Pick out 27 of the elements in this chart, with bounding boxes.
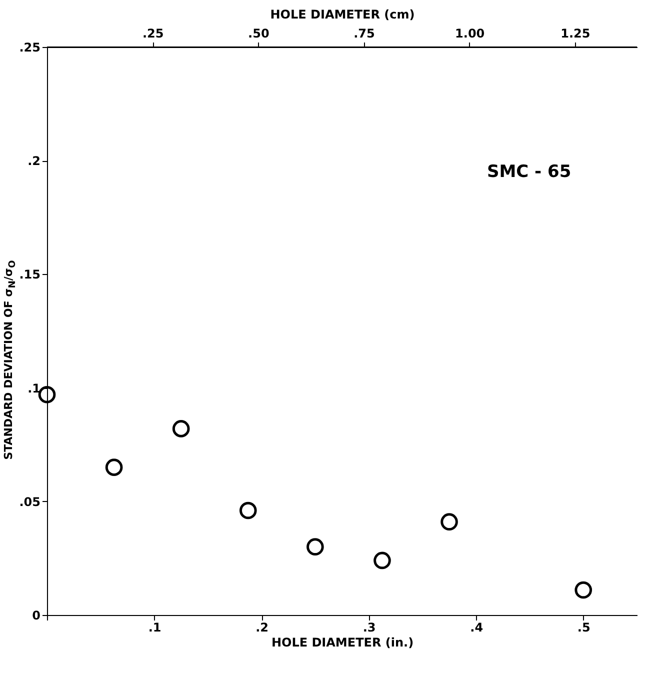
point: [105, 458, 123, 476]
point: [374, 552, 391, 570]
y-tick-label: .25: [19, 40, 40, 54]
x2-tick-label: .75: [354, 26, 375, 40]
y-tick-label: .1: [28, 381, 40, 396]
x-axis-title: HOLE DIAMETER (in.): [271, 636, 414, 650]
annotation: SMC - 65: [487, 162, 572, 182]
x2-tick-label: .25: [142, 26, 164, 40]
point: [574, 581, 592, 599]
x-tick-label: .5: [577, 620, 590, 634]
x2-tick-label: .50: [248, 26, 270, 40]
y-tick-label: 0: [32, 608, 40, 622]
x2-tick-label: 1.25: [560, 26, 590, 40]
point: [306, 538, 324, 556]
y-tick-label: .15: [19, 268, 40, 282]
point: [440, 513, 458, 530]
x-tick-label: .3: [362, 620, 376, 634]
x2-axis-title: HOLE DIAMETER (cm): [270, 8, 415, 22]
x-tick-label: .2: [256, 620, 269, 634]
y-tick-label: .05: [19, 494, 40, 509]
x-tick-label: .4: [470, 620, 484, 634]
point: [239, 502, 257, 520]
y-tick-label: .2: [28, 154, 40, 168]
point: [38, 386, 56, 404]
point: [172, 420, 190, 438]
x2-tick-label: 1.00: [455, 26, 485, 40]
x-tick-label: .1: [148, 620, 162, 634]
